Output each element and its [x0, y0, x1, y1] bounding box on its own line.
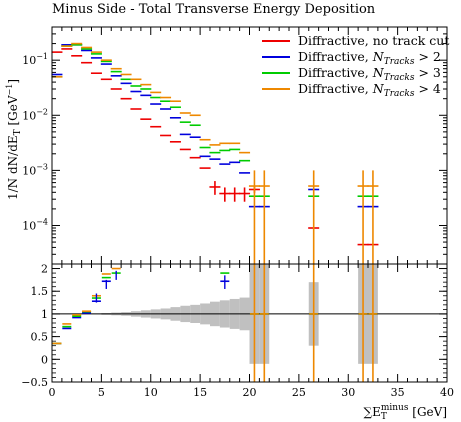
- axis-labels: 1/N dN/dET [GeV−1] ∑ETminus [GeV]: [5, 79, 447, 422]
- x-tick-label: 0: [49, 386, 56, 399]
- y-tick-label: 2: [41, 263, 48, 276]
- y-tick-label: 0.5: [31, 331, 49, 344]
- x-tick-label: 10: [144, 386, 158, 399]
- y-tick-label: 10−1: [22, 52, 48, 67]
- x-tick-label: 30: [341, 386, 355, 399]
- y-tick-label: 0: [41, 353, 48, 366]
- y-tick-label: 1.5: [31, 285, 49, 298]
- x-tick-label: 20: [243, 386, 257, 399]
- y-tick-label: −0.5: [21, 376, 48, 389]
- legend-entry: Diffractive, no track cut: [298, 33, 449, 48]
- x-tick-label: 25: [292, 386, 306, 399]
- x-tick-label: 15: [193, 386, 207, 399]
- x-tick-label: 35: [391, 386, 405, 399]
- chart-title: Minus Side - Total Transverse Energy Dep…: [52, 2, 376, 17]
- x-tick-label: 5: [98, 386, 105, 399]
- y-tick-label: 10−2: [22, 107, 48, 122]
- y-tick-label: 10−3: [22, 162, 48, 177]
- legend-entry: Diffractive, NTracks > 3: [298, 65, 441, 83]
- ratio-panel: −0.500.511.520 5 10 15 20 25 30 35 40: [21, 263, 454, 399]
- y-tick-label: 10−4: [22, 217, 48, 232]
- x-axis-label: ∑ETminus [GeV]: [364, 403, 448, 422]
- y-tick-label: 1: [41, 308, 48, 321]
- y-axis-label: 1/N dN/dET [GeV−1]: [5, 79, 23, 200]
- x-tick-label: 40: [440, 386, 454, 399]
- legend-entry: Diffractive, NTracks > 4: [298, 81, 441, 99]
- legend-entry: Diffractive, NTracks > 2: [298, 49, 441, 67]
